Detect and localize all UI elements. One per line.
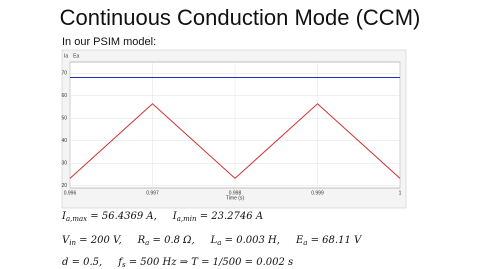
equation-rest: = 68.11 V — [307, 235, 363, 246]
equation-subscript: a — [145, 239, 149, 247]
equation-rest: = 200 V, — [76, 235, 122, 246]
series-line — [69, 103, 401, 180]
equation-rest: = 23.2746 A — [197, 211, 264, 222]
y-tick-label: 30 — [61, 161, 67, 167]
equation-line: d = 0.5, fs = 500 Hz ⇒ T = 1/500 = 0.002 … — [62, 257, 293, 269]
x-tick-label: 0.997 — [146, 190, 159, 196]
x-tick-label: 1 — [399, 190, 402, 196]
equation-symbol: R — [137, 235, 146, 246]
equation-subscript: a — [303, 239, 307, 247]
x-tick-label: 0.996 — [64, 190, 77, 196]
legend-label: Ea — [73, 53, 79, 59]
y-tick-label: 50 — [61, 116, 67, 122]
equation-subscript: a,min — [177, 215, 197, 223]
equation-symbol: I — [61, 211, 67, 222]
x-tick-label: 0.999 — [311, 190, 324, 196]
equation-rest: = 0.8 Ω, — [149, 235, 194, 246]
slide-subtitle: In our PSIM model: — [62, 36, 156, 48]
equation-symbol: L — [210, 235, 218, 246]
equation-subscript: in — [69, 239, 76, 247]
y-tick-label: 70 — [61, 71, 67, 77]
equation-rest: = 56.4369 A, — [87, 211, 157, 222]
y-tick-label: 60 — [61, 93, 67, 99]
equation-symbol: f — [117, 257, 124, 268]
equation-subscript: s — [122, 261, 126, 269]
equation-symbol: I — [172, 211, 178, 222]
equation-rest: = 0.003 H, — [221, 235, 279, 246]
equation-subscript: a,max — [66, 215, 87, 223]
x-axis-label: Time (s) — [226, 195, 244, 201]
equation-symbol: V — [62, 235, 71, 246]
equation-rest: = 500 Hz ⇒ T = 1/500 = 0.002 s — [126, 257, 294, 268]
equation-rest: = 0.5, — [68, 257, 102, 268]
equation-symbol: d — [62, 257, 68, 268]
legend-label: Ia — [64, 53, 68, 59]
equation-line: Vin = 200 V, Ra = 0.8 Ω, La = 0.003 H, Ea =… — [62, 235, 363, 248]
equation-symbol: E — [295, 235, 304, 246]
slide-title: Continuous Conduction Mode (CCM) — [60, 5, 421, 30]
x-tick-label: 0.998 — [229, 190, 242, 196]
equation-subscript: a — [217, 239, 221, 247]
y-tick-label: 20 — [61, 183, 67, 189]
y-tick-label: 40 — [61, 138, 67, 144]
equation-line: Ia,max = 56.4369 A, Ia,min = 23.2746 A — [61, 211, 263, 224]
